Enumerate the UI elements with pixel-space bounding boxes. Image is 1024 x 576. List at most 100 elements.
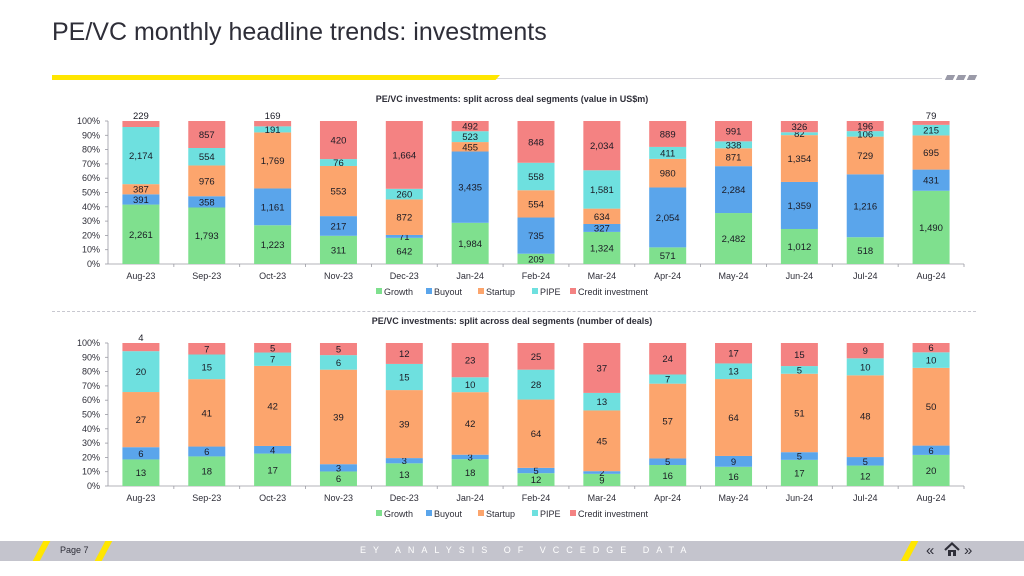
bar-segment: [912, 343, 950, 353]
data-label: 260: [396, 190, 412, 201]
next-page-icon[interactable]: »: [964, 542, 973, 559]
prev-page-icon[interactable]: «: [926, 542, 935, 559]
value-split-chart: PE/VC investments: split across deal seg…: [77, 94, 965, 297]
y-tick-label: 10%: [82, 245, 100, 255]
bar-segment: [583, 121, 621, 171]
data-label: 980: [660, 169, 676, 180]
data-label: 12: [531, 475, 542, 486]
bar-segment: [385, 390, 423, 459]
y-tick-label: 60%: [82, 395, 100, 405]
x-tick-label: Aug-24: [917, 493, 946, 503]
bar-segment: [122, 392, 160, 448]
bar-segment: [385, 343, 423, 364]
data-label: 2,261: [129, 230, 153, 241]
bar-segment: [451, 222, 489, 264]
data-label: 327: [594, 223, 610, 234]
bar-segment: [254, 132, 292, 189]
y-tick-label: 50%: [82, 188, 100, 198]
x-tick-label: Oct-23: [259, 493, 286, 503]
x-tick-label: Nov-23: [324, 493, 353, 503]
bar-segment: [912, 367, 950, 446]
bar-segment: [846, 358, 884, 376]
legend-swatch: [376, 510, 382, 516]
bar-segment: [517, 473, 555, 486]
data-label: 431: [923, 176, 939, 187]
bar-segment: [122, 343, 160, 352]
data-label: 2,034: [590, 141, 614, 152]
bar-segment: [780, 181, 818, 229]
bar-segment: [451, 151, 489, 223]
bar-segment: [385, 237, 423, 264]
bar-segment: [846, 465, 884, 486]
data-label: 5: [270, 343, 275, 354]
data-label: 4: [270, 445, 275, 456]
x-tick-label: Mar-24: [588, 493, 617, 503]
data-label: 196: [857, 122, 873, 133]
x-tick-label: Apr-24: [654, 493, 681, 503]
y-tick-label: 10%: [82, 467, 100, 477]
data-label: 6: [204, 447, 209, 458]
bar-segment: [912, 169, 950, 191]
data-label: 6: [928, 446, 933, 457]
data-label: 41: [201, 408, 212, 419]
bar-segment: [649, 458, 687, 466]
bar-segment: [912, 124, 950, 136]
data-label: 1,216: [853, 201, 877, 212]
bar-segment: [385, 121, 423, 189]
bar-segment: [649, 158, 687, 188]
data-label: 5: [533, 466, 538, 477]
y-tick-label: 0%: [87, 481, 100, 491]
chart-divider: [52, 311, 976, 312]
page-number: Page 7: [60, 545, 89, 555]
data-label: 45: [597, 436, 608, 447]
data-label: 106: [857, 129, 873, 140]
bar-segment: [451, 459, 489, 486]
x-tick-label: Aug-23: [126, 271, 155, 281]
x-tick-label: Nov-23: [324, 271, 353, 281]
data-label: 20: [136, 367, 147, 378]
data-label: 16: [728, 472, 739, 483]
home-icon[interactable]: [944, 541, 960, 561]
bar-segment: [254, 121, 292, 127]
bar-segment: [122, 184, 160, 195]
data-label: 3: [468, 452, 473, 463]
bar-segment: [780, 373, 818, 453]
x-tick-label: Feb-24: [522, 271, 551, 281]
bar-segment: [715, 466, 753, 486]
bar-segment: [583, 343, 621, 393]
data-label: 7: [270, 355, 275, 366]
bar-segment: [715, 455, 753, 467]
data-label: 518: [857, 246, 873, 257]
data-label: 13: [597, 397, 608, 408]
data-label: 6: [928, 343, 933, 354]
bar-segment: [649, 146, 687, 159]
bar-segment: [583, 231, 621, 264]
bar-segment: [715, 363, 753, 380]
bar-segment: [451, 121, 489, 132]
data-label: 871: [726, 153, 742, 164]
data-label: 229: [133, 111, 149, 122]
data-label: 42: [267, 401, 278, 412]
data-label: 1,581: [590, 185, 614, 196]
legend-label: PIPE: [540, 509, 561, 519]
legend-label: PIPE: [540, 287, 561, 297]
chart-title: PE/VC investments: split across deal seg…: [376, 94, 649, 104]
title-accent-bar: [52, 75, 500, 80]
bar-segment: [517, 369, 555, 400]
y-tick-label: 0%: [87, 259, 100, 269]
bar-segment: [846, 136, 884, 175]
x-tick-label: May-24: [719, 493, 749, 503]
bar-segment: [517, 467, 555, 474]
bar-segment: [715, 166, 753, 214]
bar-segment: [912, 352, 950, 368]
data-label: 10: [465, 380, 476, 391]
x-tick-label: Dec-23: [390, 271, 419, 281]
deals-split-chart: PE/VC investments: split across deal seg…: [77, 316, 965, 519]
data-label: 4: [138, 333, 143, 344]
data-label: 7: [204, 344, 209, 355]
bar-segment: [188, 207, 226, 264]
data-label: 1,490: [919, 223, 943, 234]
data-label: 5: [797, 452, 802, 463]
bar-segment: [385, 199, 423, 235]
bar-segment: [188, 148, 226, 166]
